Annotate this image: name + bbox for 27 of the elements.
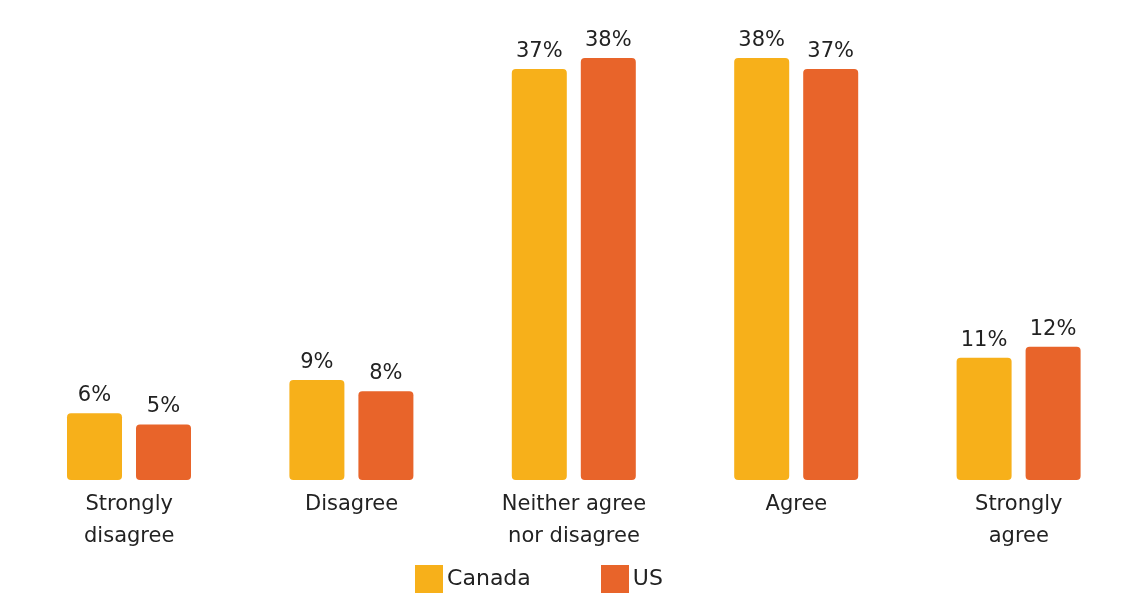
bar <box>1025 346 1081 480</box>
x-tick-label: Strongly disagree <box>84 491 175 547</box>
legend-label: Canada <box>447 565 531 590</box>
x-tick-label: Agree <box>765 491 828 515</box>
data-label: 38% <box>584 27 632 51</box>
data-label: 11% <box>960 326 1008 351</box>
legend-label: US <box>632 565 663 590</box>
bar <box>956 357 1012 480</box>
bar <box>580 58 636 480</box>
data-label: 6% <box>77 382 112 407</box>
bar <box>358 391 414 480</box>
bar <box>289 380 345 480</box>
bar <box>136 424 191 480</box>
data-label: 9% <box>300 349 334 374</box>
data-label: 8% <box>369 360 403 385</box>
data-label: 38% <box>738 27 786 51</box>
data-label: 37% <box>807 38 855 63</box>
data-label: 37% <box>515 38 563 63</box>
bar <box>67 413 122 480</box>
bar <box>803 69 859 480</box>
bar <box>511 69 567 480</box>
x-tick-label: Neither agree nor disagree <box>501 491 647 547</box>
data-label: 5% <box>146 393 181 418</box>
x-tick-label: Strongly agree <box>975 491 1063 547</box>
bar <box>734 58 790 480</box>
data-label: 12% <box>1029 315 1077 340</box>
x-tick-label: Disagree <box>305 491 399 515</box>
